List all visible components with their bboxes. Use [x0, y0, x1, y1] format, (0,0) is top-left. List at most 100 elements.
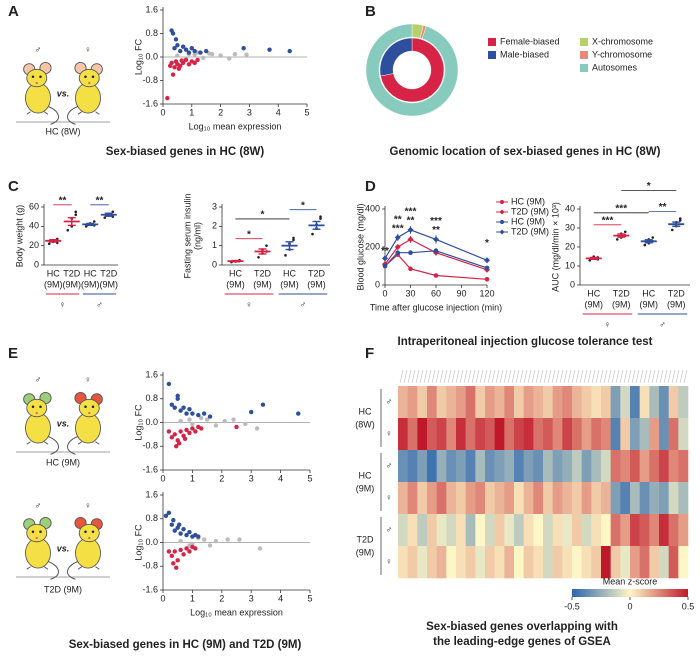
- point: [267, 47, 272, 52]
- mouse-head: [26, 68, 48, 88]
- x-tick-label: 3: [249, 593, 254, 603]
- mouse-head: [26, 398, 48, 418]
- point: [186, 50, 192, 55]
- mouse-illustration: [67, 391, 103, 455]
- vs-label: vs.: [57, 418, 70, 428]
- gene-label-stub: [647, 369, 652, 384]
- mouse-eye: [39, 75, 42, 78]
- point: [265, 244, 268, 247]
- heatmap-cell: [485, 546, 495, 579]
- heatmap-cell: [639, 514, 650, 547]
- heatmap-cell: [649, 482, 660, 515]
- gene-label-stub: [423, 369, 428, 384]
- y-tick-label: -1.6: [142, 584, 158, 594]
- point: [204, 48, 209, 54]
- point: [173, 37, 179, 42]
- heatmap-cell: [572, 546, 582, 579]
- point: [187, 406, 192, 412]
- heatmap-cell: [494, 546, 505, 579]
- point: [222, 418, 227, 424]
- mouse-eye: [31, 405, 35, 408]
- heatmap-cell: [581, 546, 592, 579]
- gene-label-stub: [419, 369, 424, 384]
- heatmap-cell: [572, 482, 582, 515]
- caption: Sex-biased genes in HC (8W): [106, 146, 265, 158]
- gene-label-stub: [683, 369, 688, 384]
- point: [296, 411, 301, 416]
- point: [184, 411, 189, 416]
- significance-label: **: [432, 225, 440, 236]
- mouse-head: [26, 523, 48, 543]
- point: [254, 426, 260, 431]
- heatmap-cell: [523, 418, 534, 451]
- heatmap-cell: [601, 450, 611, 483]
- point: [103, 216, 107, 219]
- marker: [408, 266, 413, 272]
- gene-label-stub: [619, 369, 624, 384]
- point: [166, 429, 172, 434]
- group-symbol: ♂: [300, 299, 307, 309]
- x-tick-label: (9M): [81, 279, 100, 289]
- heatmap-cell: [427, 418, 437, 451]
- heatmap-cell: [543, 450, 553, 483]
- gene-label-stub: [555, 369, 560, 384]
- gene-label-stub: [639, 369, 644, 384]
- x-tick-label: HC: [229, 268, 242, 278]
- point: [175, 53, 180, 58]
- gene-label-stub: [475, 369, 480, 384]
- heatmap-cell: [552, 450, 563, 483]
- heatmap-cell: [610, 546, 621, 579]
- point: [172, 65, 177, 70]
- heatmap-cell: [504, 418, 515, 451]
- point: [260, 402, 266, 407]
- mouse-eye: [31, 75, 35, 78]
- gene-label-stub: [655, 369, 660, 384]
- heatmap-cell: [591, 482, 602, 515]
- heatmap-cell: [639, 386, 650, 419]
- colorbar-tick-label: 0: [627, 601, 632, 611]
- point: [169, 402, 175, 407]
- marker: [484, 265, 490, 271]
- heatmap-cell: [475, 418, 486, 451]
- mouse-feet: [77, 441, 100, 445]
- heatmap-cell: [417, 514, 428, 547]
- significance-label: *: [247, 229, 251, 240]
- heatmap-cell: [475, 386, 486, 419]
- heatmap-cell: [543, 546, 553, 579]
- gene-label-stub: [495, 369, 500, 384]
- heatmap-cell: [620, 386, 631, 419]
- point: [190, 421, 195, 427]
- mouse-head: [78, 68, 100, 88]
- heatmap-cell: [572, 450, 582, 483]
- point: [190, 426, 195, 431]
- point: [190, 411, 195, 416]
- heatmap-cell: [446, 418, 457, 451]
- legend-label: T2D (9M): [511, 206, 549, 216]
- point: [171, 518, 176, 523]
- significance-label: **: [381, 246, 389, 257]
- point: [678, 219, 682, 222]
- x-tick-label: T2D: [254, 268, 272, 278]
- colorbar: [572, 589, 688, 597]
- mouse-nose: [35, 81, 38, 85]
- heatmap-cell: [552, 418, 563, 451]
- heatmap-cell: [659, 546, 669, 579]
- heatmap-cell: [601, 514, 611, 547]
- point: [234, 424, 239, 430]
- y-tick-label: 1.6: [145, 4, 158, 14]
- gene-label-stub: [583, 369, 588, 384]
- heatmap-cell: [591, 450, 602, 483]
- significance-label: ***: [405, 207, 417, 218]
- point: [178, 48, 183, 54]
- heatmap-cell: [591, 386, 602, 419]
- heatmap-cell: [523, 514, 534, 547]
- y-tick-label: -0.8: [142, 75, 158, 85]
- panel-letter: A: [8, 3, 19, 20]
- x-tick-label: T2D: [308, 268, 326, 278]
- point: [187, 529, 192, 535]
- point: [178, 418, 183, 424]
- x-tick-label: (9M): [612, 299, 631, 309]
- heatmap-cell: [436, 514, 447, 547]
- gene-label-stub: [571, 369, 576, 384]
- x-tick-label: (9M): [307, 279, 326, 289]
